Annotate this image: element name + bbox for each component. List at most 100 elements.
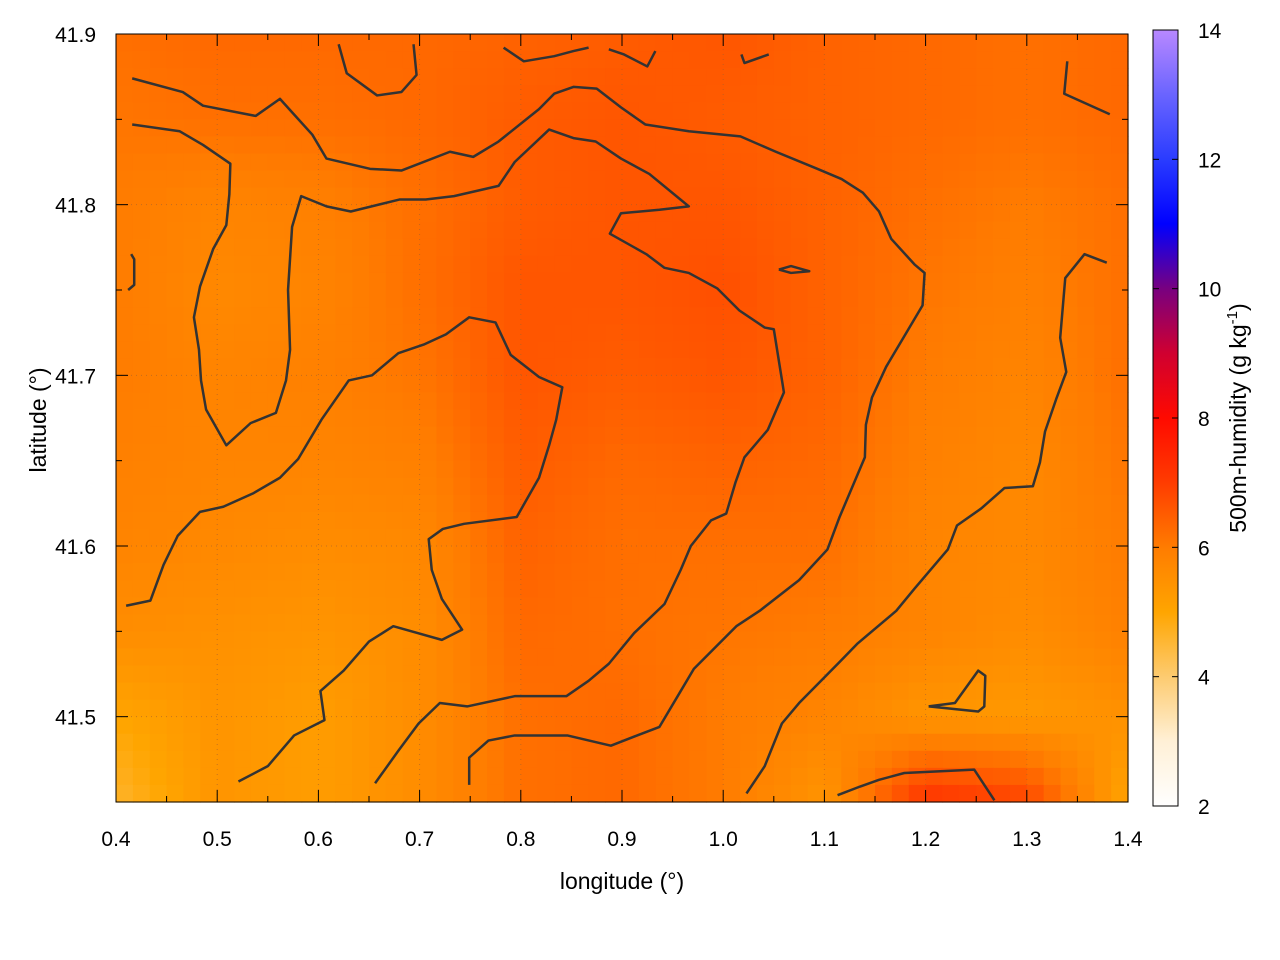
heatmap-cell xyxy=(875,597,893,615)
contour-line xyxy=(131,77,926,785)
heatmap-cell xyxy=(503,409,522,428)
heatmap-cell xyxy=(267,136,286,155)
heatmap-cell xyxy=(470,426,488,445)
heatmap-cell xyxy=(976,170,994,189)
heatmap-cell xyxy=(267,563,286,581)
heatmap-cell xyxy=(993,238,1011,257)
heatmap-cell xyxy=(250,614,269,632)
heatmap-cell xyxy=(537,392,556,411)
heatmap-cell xyxy=(318,221,336,240)
heatmap-cell xyxy=(1077,614,1095,632)
heatmap-cell xyxy=(605,68,623,86)
heatmap-cell xyxy=(773,307,792,325)
heatmap-cell xyxy=(858,597,876,615)
heatmap-cell xyxy=(706,563,724,581)
heatmap-cell xyxy=(250,102,269,120)
heatmap-cell xyxy=(773,563,792,581)
heatmap-cell xyxy=(503,204,522,223)
heatmap-cell xyxy=(554,443,572,462)
heatmap-cell xyxy=(925,665,944,684)
heatmap-cell xyxy=(976,580,994,598)
contour-line xyxy=(502,46,589,63)
heatmap-cell xyxy=(385,238,404,257)
heatmap-cell xyxy=(807,614,825,632)
heatmap-cell xyxy=(942,511,960,530)
heatmap-cell xyxy=(638,750,657,769)
heatmap-cell xyxy=(655,528,674,547)
heatmap-cell xyxy=(503,699,522,718)
heatmap-cell xyxy=(1043,51,1062,69)
heatmap-cell xyxy=(841,494,859,513)
heatmap-cell xyxy=(554,665,572,684)
heatmap-cell xyxy=(689,119,707,137)
heatmap-cell xyxy=(234,648,252,667)
heatmap-cell xyxy=(824,699,842,718)
heatmap-cell xyxy=(841,34,859,52)
heatmap-cell xyxy=(250,358,269,376)
heatmap-cell xyxy=(183,426,201,445)
heatmap-cell xyxy=(908,460,927,479)
heatmap-cell xyxy=(537,716,556,735)
heatmap-cell xyxy=(301,528,319,547)
heatmap-cell xyxy=(1094,494,1112,513)
heatmap-cell xyxy=(1077,375,1095,393)
heatmap-cell xyxy=(1094,307,1112,325)
heatmap-cell xyxy=(537,733,556,752)
heatmap-cell xyxy=(858,699,876,718)
heatmap-cell xyxy=(554,648,572,667)
heatmap-cell xyxy=(976,409,994,428)
heatmap-cell xyxy=(824,443,842,462)
heatmap-cell xyxy=(858,51,876,69)
heatmap-cell xyxy=(790,290,809,308)
heatmap-cell xyxy=(976,460,994,479)
heatmap-cell xyxy=(470,665,488,684)
heatmap-cell xyxy=(352,597,370,615)
heatmap-cell xyxy=(1094,324,1112,342)
heatmap-cell xyxy=(250,341,269,359)
heatmap-cell xyxy=(352,750,370,769)
heatmap-cell xyxy=(402,648,421,667)
heatmap-cell xyxy=(1060,750,1078,769)
heatmap-cell xyxy=(655,307,674,325)
heatmap-cell xyxy=(200,221,218,240)
heatmap-cell xyxy=(605,136,623,155)
heatmap-cell xyxy=(200,136,218,155)
heatmap-cell xyxy=(250,85,269,103)
heatmap-cell xyxy=(217,733,235,752)
heatmap-cell xyxy=(908,324,927,342)
heatmap-cell xyxy=(402,68,421,86)
heatmap-cell xyxy=(217,34,235,52)
heatmap-cell xyxy=(503,153,522,172)
heatmap-cell xyxy=(1111,221,1129,240)
heatmap-cell xyxy=(217,528,235,547)
heatmap-cell xyxy=(1111,341,1129,359)
heatmap-cell xyxy=(318,460,336,479)
y-axis-ticks: 41.541.641.741.841.9 xyxy=(55,24,1128,803)
heatmap-cell xyxy=(1060,733,1078,752)
heatmap-cell xyxy=(385,682,404,701)
heatmap-cell xyxy=(875,699,893,718)
heatmap-cell xyxy=(605,614,623,632)
heatmap-cell xyxy=(234,477,252,496)
heatmap-cell xyxy=(841,648,859,667)
heatmap-cell xyxy=(554,460,572,479)
heatmap-cell xyxy=(503,221,522,240)
heatmap-cell xyxy=(655,375,674,393)
heatmap-cell xyxy=(554,733,572,752)
heatmap-cell xyxy=(200,85,218,103)
heatmap-cell xyxy=(183,460,201,479)
heatmap-cell xyxy=(655,392,674,411)
heatmap-cell xyxy=(520,324,539,342)
heatmap-cell xyxy=(605,443,623,462)
heatmap-cell xyxy=(1094,580,1112,598)
heatmap-cell xyxy=(858,614,876,632)
heatmap-cell xyxy=(453,358,471,376)
heatmap-cell xyxy=(116,597,134,615)
heatmap-cell xyxy=(402,699,421,718)
heatmap-cell xyxy=(1111,528,1129,547)
heatmap-cell xyxy=(723,443,741,462)
heatmap-cell xyxy=(689,102,707,120)
heatmap-cell xyxy=(756,426,775,445)
heatmap-cell xyxy=(976,119,994,137)
heatmap-cell xyxy=(756,187,775,206)
